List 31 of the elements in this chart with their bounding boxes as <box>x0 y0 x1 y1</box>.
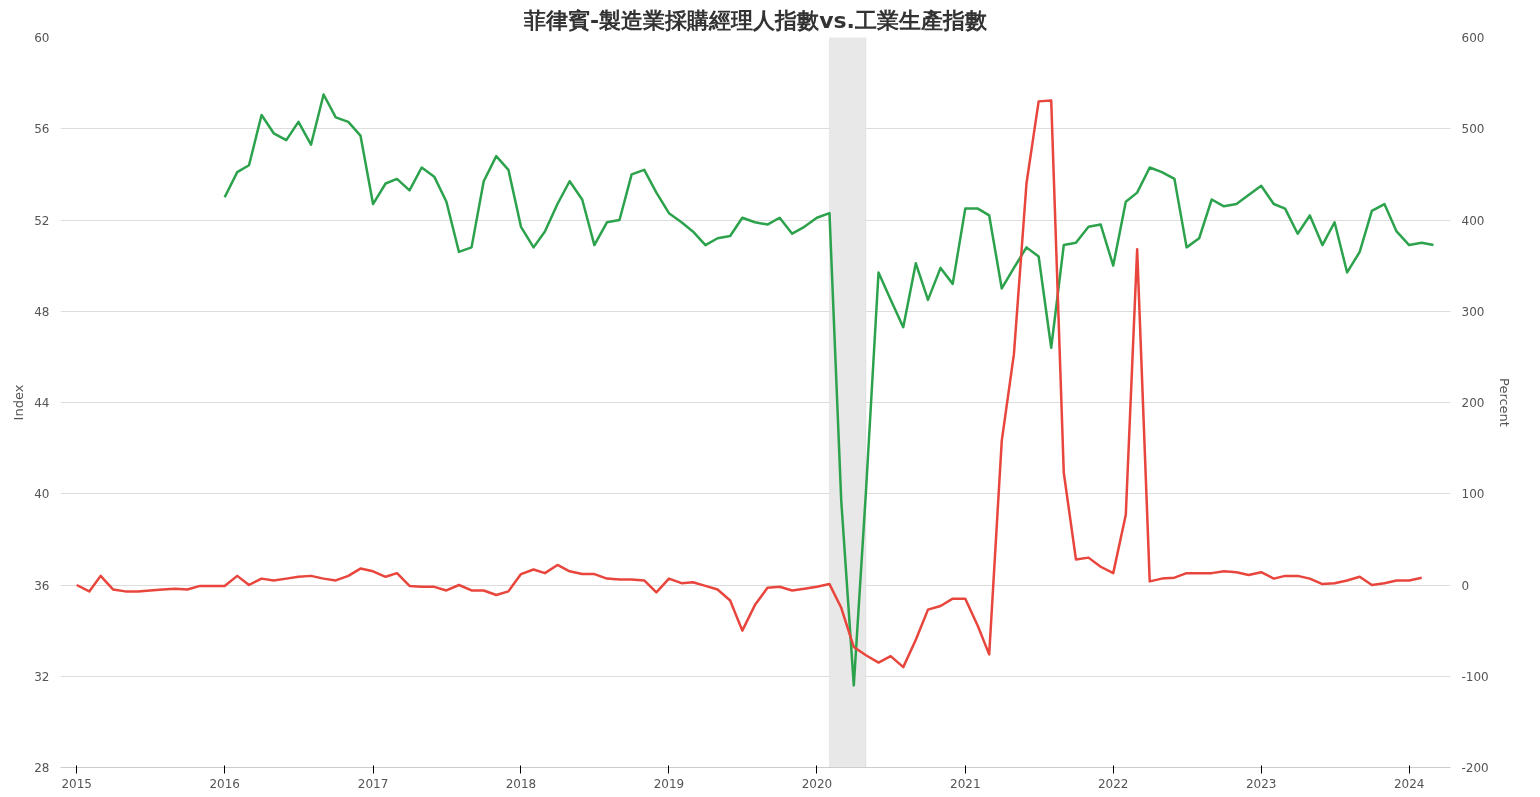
y-tick-label: 56 <box>34 122 50 137</box>
y-axis-title: Index <box>11 384 27 421</box>
y-tick-label: 28 <box>34 761 50 775</box>
x-tick-label: 2016 <box>209 776 240 791</box>
chart-title: 菲律賓-製造業採購經理人指數vs.工業生產指數 <box>523 7 988 33</box>
y-tick-label: 52 <box>34 213 50 228</box>
y2-tick-label: 0 <box>1461 578 1470 593</box>
x-tick-label: 2018 <box>505 776 537 791</box>
y2-tick-label: 400 <box>1461 213 1485 228</box>
y-tick-label: 40 <box>34 487 50 502</box>
x-tick-label: 2022 <box>1097 776 1129 791</box>
y-tick-label: 44 <box>34 396 50 410</box>
y-tick-label: 36 <box>34 578 50 593</box>
y2-tick-label: 100 <box>1461 487 1485 502</box>
x-tick-label: 2023 <box>1245 776 1277 791</box>
y-tick-label: 60 <box>34 31 50 45</box>
x-tick-label: 2015 <box>61 776 92 791</box>
y2-tick-label: -200 <box>1461 761 1489 775</box>
x-tick-label: 2024 <box>1393 776 1425 791</box>
y2-axis-title: Percent <box>1496 378 1512 427</box>
y-tick-label: 48 <box>34 304 50 319</box>
x-tick-label: 2021 <box>950 776 981 791</box>
x-tick-label: 2020 <box>801 776 833 791</box>
x-tick-label: 2019 <box>653 776 685 791</box>
x-tick-label: 2017 <box>357 776 389 791</box>
y2-tick-label: 500 <box>1461 122 1485 137</box>
y-tick-label: 32 <box>34 669 50 684</box>
y2-tick-label: 600 <box>1461 31 1485 45</box>
y2-tick-label: 200 <box>1461 396 1485 410</box>
y2-tick-label: -100 <box>1461 669 1489 684</box>
y2-tick-label: 300 <box>1461 304 1485 319</box>
